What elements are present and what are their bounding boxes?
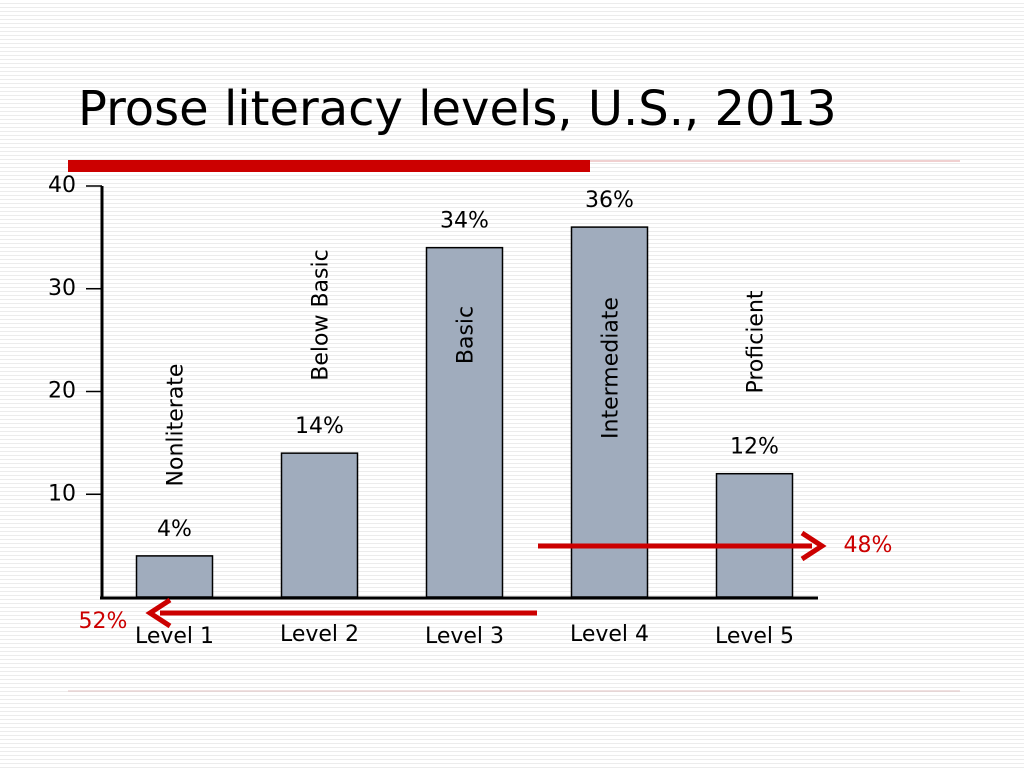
- bar: [425, 246, 504, 598]
- value-label: 34%: [440, 209, 489, 234]
- bar: [715, 472, 794, 598]
- arrow-head: [800, 530, 827, 562]
- value-label: 4%: [157, 517, 192, 542]
- bar-name: Nonliterate: [164, 364, 189, 487]
- bar-name: Below Basic: [309, 249, 334, 380]
- bar-name: Intermediate: [599, 297, 624, 439]
- y-tick-label: 30: [48, 276, 76, 301]
- y-tick-label: 40: [48, 173, 76, 198]
- bar: [280, 452, 359, 598]
- y-tick-label: 20: [48, 379, 76, 404]
- value-label: 14%: [295, 414, 344, 439]
- title-underline: [68, 160, 590, 172]
- x-tick-label: Level 4: [569, 622, 650, 647]
- x-tick-label: Level 2: [279, 622, 360, 647]
- chart-title: Prose literacy levels, U.S., 2013: [78, 81, 837, 137]
- x-tick-label: Level 3: [424, 624, 505, 649]
- value-label: 12%: [730, 435, 779, 460]
- x-tick-label: Level 1: [134, 624, 215, 649]
- bar-name: Basic: [454, 306, 479, 364]
- bar-name: Proficient: [744, 290, 769, 393]
- bar: [135, 555, 214, 598]
- y-tick-label: 10: [48, 481, 76, 506]
- x-tick-label: Level 5: [714, 624, 795, 649]
- bar: [570, 226, 649, 598]
- arrow-head: [145, 597, 172, 629]
- annotation: 48%: [844, 533, 893, 558]
- annotation: 52%: [79, 609, 128, 634]
- value-label: 36%: [585, 188, 634, 213]
